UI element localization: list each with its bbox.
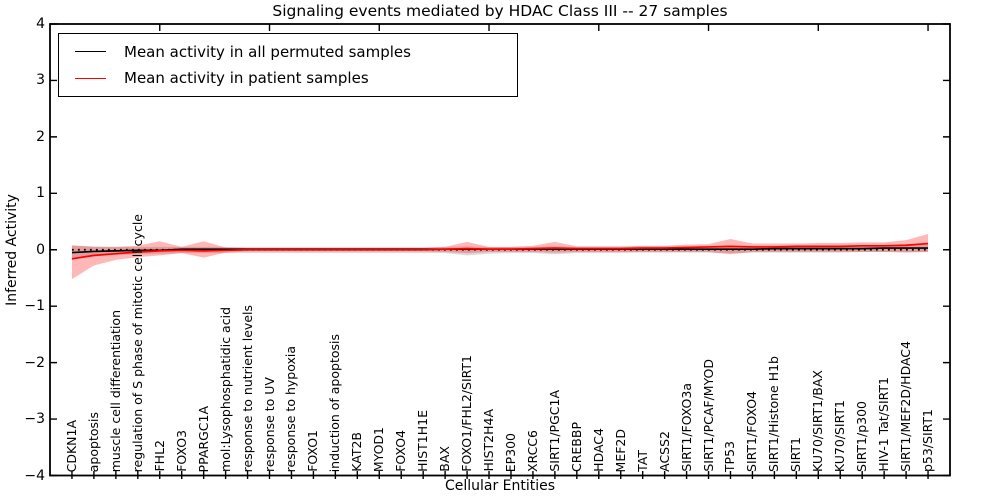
x-tick-label: FOXO1 — [305, 430, 321, 472]
y-tick-label: −3 — [24, 411, 45, 428]
x-tick-label: SIRT1/MEF2D/HDAC4 — [898, 341, 914, 472]
x-tick-label: induction of apoptosis — [327, 333, 343, 472]
x-tick-label: response to hypoxia — [283, 345, 299, 472]
x-tick-label: TP53 — [722, 440, 738, 472]
patient-mean-line — [71, 242, 929, 260]
legend: Mean activity in all permuted samples Me… — [58, 33, 518, 97]
y-tick-label: 3 — [36, 72, 45, 89]
y-tick-label: −4 — [24, 467, 45, 484]
x-tick-label: HIV-1 Tat/SIRT1 — [876, 377, 892, 472]
x-tick-label: FOXO3 — [173, 430, 189, 472]
x-tick-label: TAT — [634, 450, 650, 472]
x-tick-label: mol:Lysophosphatidic acid — [217, 307, 233, 472]
x-tick-label: ACSS2 — [656, 431, 672, 472]
x-tick-label: EP300 — [502, 432, 518, 472]
x-tick-label: SIRT1/FOXO3a — [678, 383, 694, 472]
x-tick-label: PPARGC1A — [195, 405, 211, 472]
x-tick-label: FHL2 — [151, 440, 167, 472]
x-tick-label: HIST1H1E — [415, 410, 431, 472]
y-tick-label: −2 — [24, 354, 45, 371]
chart-title: Signaling events mediated by HDAC Class … — [272, 2, 728, 20]
x-tick-label: CREBBP — [568, 422, 584, 472]
permuted-line-sample — [75, 51, 106, 53]
x-tick-label: SIRT1/FOXO4 — [744, 391, 760, 472]
legend-label-patient: Mean activity in patient samples — [124, 69, 369, 88]
x-tick-label: response to UV — [261, 377, 277, 472]
y-tick-label: 2 — [36, 128, 45, 145]
x-tick-label: KU70/SIRT1 — [832, 399, 848, 472]
x-tick-label: CDKN1A — [63, 419, 79, 472]
axis-frame — [49, 23, 951, 477]
patient-band — [71, 233, 929, 280]
legend-label-permuted: Mean activity in all permuted samples — [124, 42, 411, 61]
x-axis-label: Cellular Entities — [444, 478, 556, 494]
x-tick-label: response to nutrient levels — [239, 304, 255, 472]
x-tick-label: MEF2D — [612, 428, 628, 472]
x-tick-label: SIRT1/Histone H1b — [766, 355, 782, 472]
x-tick-label: FOXO1/FHL2/SIRT1 — [459, 355, 475, 472]
x-tick-label: KAT2B — [349, 432, 365, 472]
x-tick-label: KU70/SIRT1/BAX — [810, 369, 826, 472]
x-tick-label: muscle cell differentiation — [107, 309, 123, 472]
x-tick-label: HIST2H4A — [481, 409, 497, 472]
y-tick-label: −1 — [24, 298, 45, 315]
x-tick-label: FOXO4 — [393, 430, 409, 472]
y-tick-label: 0 — [36, 241, 45, 258]
legend-entry-permuted: Mean activity in all permuted samples — [75, 43, 517, 61]
patient-line-sample — [75, 77, 106, 79]
x-tick-label: SIRT1 — [788, 437, 804, 472]
x-tick-label: BAX — [437, 446, 453, 472]
permuted-band — [71, 244, 929, 259]
x-tick-label: HDAC4 — [590, 428, 606, 472]
x-tick-label: SIRT1/p300 — [854, 401, 870, 472]
x-tick-label: apoptosis — [85, 411, 101, 472]
x-tick-label: SIRT1/PCAF/MYOD — [700, 359, 716, 472]
x-tick-label: regulation of S phase of mitotic cell cy… — [129, 213, 145, 472]
y-tick-label: 1 — [36, 185, 45, 202]
x-tick-label: SIRT1/PGC1A — [546, 390, 562, 472]
x-tick-label: p53/SIRT1 — [920, 408, 936, 472]
legend-entry-patient: Mean activity in patient samples — [75, 69, 517, 87]
y-tick-label: 4 — [36, 16, 45, 32]
x-tick-label: XRCC6 — [524, 429, 540, 472]
x-tick-label: MYOD1 — [371, 426, 387, 472]
